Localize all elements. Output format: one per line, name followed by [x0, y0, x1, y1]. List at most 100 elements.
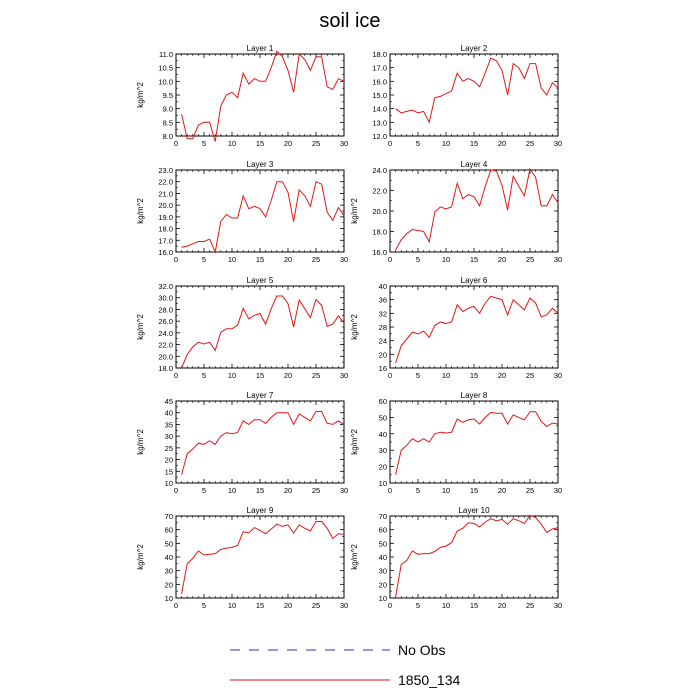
y-tick-label: 28: [379, 323, 387, 332]
chart-layer-1: Layer 1 kg/m^2 8.0 8.5 9.0 9.5 10.0 10.5 11.0 0 5 1…: [136, 44, 348, 148]
x-tick-label: 25: [526, 255, 534, 264]
y-tick-label: 28.0: [158, 305, 173, 314]
panel-title: Layer 8: [461, 391, 488, 400]
x-tick-label: 20: [284, 601, 292, 610]
series-line-0: [395, 514, 559, 597]
series-line-0: [181, 295, 345, 369]
y-axis-label: kg/m^2: [136, 544, 145, 570]
y-tick-label: 20: [165, 456, 173, 465]
x-tick-label: 0: [388, 601, 392, 610]
y-tick-label: 16.0: [372, 77, 387, 86]
y-axis-label: kg/m^2: [136, 198, 145, 224]
chart-layer-3: Layer 3 kg/m^2 16.0 17.0 18.0 19.0 20.0 21.0 22.…: [136, 160, 348, 264]
series-line-0: [181, 181, 345, 254]
y-tick-label: 22.0: [158, 178, 173, 187]
x-tick-label: 10: [228, 139, 236, 148]
chart-layer-2: Layer 2 12.0 13.0 14.0 15.0 16.0 17.0 18.0 0 5 10 1…: [372, 44, 562, 148]
chart-layer-9: Layer 9 kg/m^2 10 20 30 40 50 60 70 0 5 10 15 20 25 30: [136, 506, 348, 610]
x-tick-label: 15: [256, 371, 264, 380]
x-tick-label: 25: [312, 371, 320, 380]
x-tick-label: 20: [498, 601, 506, 610]
y-tick-label: 23.0: [158, 166, 173, 175]
x-tick-label: 15: [470, 255, 478, 264]
x-tick-label: 15: [470, 601, 478, 610]
y-tick-label: 16.0: [158, 248, 173, 257]
y-tick-label: 11.0: [159, 50, 173, 59]
y-tick-label: 20.0: [372, 207, 387, 216]
panel-title: Layer 10: [458, 506, 490, 515]
x-tick-label: 5: [202, 486, 206, 495]
x-tick-label: 30: [554, 601, 562, 610]
y-tick-label: 20.0: [158, 352, 173, 361]
legend-label-1850-134: 1850_134: [398, 672, 461, 688]
y-tick-label: 15.0: [372, 91, 387, 100]
x-tick-label: 5: [416, 139, 420, 148]
y-axis-label: kg/m^2: [350, 544, 359, 570]
y-tick-label: 24.0: [372, 166, 387, 175]
y-tick-label: 30.0: [158, 294, 173, 303]
x-tick-label: 25: [526, 486, 534, 495]
y-tick-label: 36: [379, 296, 387, 305]
x-tick-label: 10: [228, 601, 236, 610]
x-tick-label: 30: [340, 601, 348, 610]
chart-layer-5: Layer 5 kg/m^2 18.0 20.0 22.0 24.0 26.0 28.0 30.…: [136, 276, 348, 380]
y-axis-label: kg/m^2: [350, 198, 359, 224]
x-tick-label: 30: [340, 139, 348, 148]
y-tick-label: 10: [165, 479, 173, 488]
y-tick-label: 50: [379, 413, 387, 422]
y-tick-label: 14.0: [372, 105, 387, 114]
y-tick-label: 50: [379, 539, 387, 548]
x-tick-label: 10: [442, 139, 450, 148]
x-tick-label: 20: [284, 139, 292, 148]
y-axis-label: kg/m^2: [350, 429, 359, 455]
y-tick-label: 10.5: [158, 64, 173, 73]
y-tick-label: 35: [165, 420, 173, 429]
x-tick-label: 10: [442, 371, 450, 380]
x-tick-label: 10: [228, 371, 236, 380]
y-tick-label: 50: [165, 539, 173, 548]
x-tick-label: 20: [498, 255, 506, 264]
x-tick-label: 25: [312, 255, 320, 264]
y-tick-label: 17.0: [158, 236, 173, 245]
y-tick-label: 18.0: [372, 50, 387, 59]
y-tick-label: 9.0: [163, 105, 173, 114]
x-tick-label: 10: [228, 486, 236, 495]
y-tick-label: 18.0: [158, 225, 173, 234]
y-tick-label: 24: [379, 337, 387, 346]
panel-title: Layer 1: [247, 44, 274, 53]
x-tick-label: 25: [312, 486, 320, 495]
x-tick-label: 15: [470, 371, 478, 380]
y-tick-label: 70: [165, 512, 173, 521]
y-tick-label: 10: [165, 594, 173, 603]
y-axis-label: kg/m^2: [350, 314, 359, 340]
chart-layer-4: Layer 4 kg/m^2 16.0 18.0 20.0 22.0 24.0 0 5 10 15 2…: [350, 160, 562, 264]
y-tick-label: 10: [379, 594, 387, 603]
y-tick-label: 40: [379, 430, 387, 439]
x-tick-label: 15: [256, 486, 264, 495]
y-tick-label: 40: [379, 553, 387, 562]
y-tick-label: 32.0: [158, 282, 173, 291]
y-tick-label: 8.0: [163, 132, 173, 141]
x-tick-label: 20: [498, 371, 506, 380]
panel-title: Layer 6: [461, 276, 488, 285]
x-tick-label: 5: [202, 139, 206, 148]
series-line-0: [395, 57, 559, 124]
series-line-0: [181, 50, 345, 142]
x-tick-label: 0: [174, 486, 178, 495]
x-tick-label: 30: [340, 255, 348, 264]
x-tick-label: 30: [340, 371, 348, 380]
y-tick-label: 20: [379, 350, 387, 359]
x-tick-label: 15: [256, 139, 264, 148]
panel-title: Layer 5: [247, 276, 274, 285]
y-tick-label: 30: [379, 446, 387, 455]
x-tick-label: 0: [174, 139, 178, 148]
x-tick-label: 30: [554, 139, 562, 148]
y-tick-label: 32: [379, 309, 387, 318]
y-tick-label: 22.0: [372, 187, 387, 196]
y-tick-label: 16.0: [372, 248, 387, 257]
y-tick-label: 30: [379, 567, 387, 576]
x-tick-label: 10: [228, 255, 236, 264]
x-tick-label: 0: [388, 255, 392, 264]
y-tick-label: 20: [379, 580, 387, 589]
x-tick-label: 20: [498, 486, 506, 495]
